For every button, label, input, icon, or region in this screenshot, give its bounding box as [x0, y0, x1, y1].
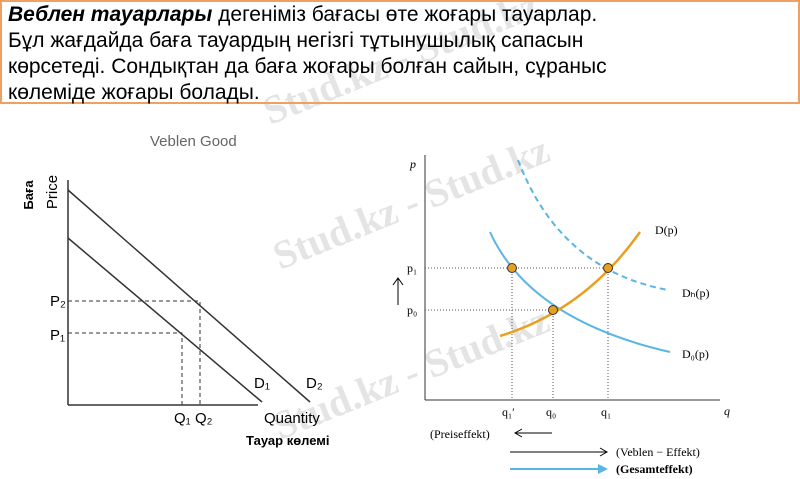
y-label: Баға	[21, 180, 36, 210]
legend-text: (Gesamteffekt)	[616, 462, 693, 476]
label: D₂	[306, 375, 323, 392]
curve-d	[499, 231, 642, 338]
text-line: Бұл жағдайда баға тауардың негізгі тұтын…	[8, 29, 584, 52]
guide-line	[425, 267, 609, 400]
text: дегеніміз бағасы өте жоғары тауарлар.	[218, 3, 598, 26]
y-label: p	[409, 157, 416, 171]
left-diagram: Veblen Good Баға Price P₂ P₁ Q₁ Q₂ D₁ D₂…	[21, 133, 330, 448]
guide-line	[68, 300, 201, 405]
label: p₀	[407, 303, 417, 317]
label: q₀	[546, 405, 556, 419]
arrow	[598, 464, 608, 474]
arrow	[513, 428, 552, 438]
label: q₁	[601, 405, 611, 419]
diagram-title: Veblen Good	[150, 133, 237, 150]
arrow	[510, 447, 609, 457]
point	[507, 263, 517, 273]
demand-line	[67, 237, 263, 403]
text-line: көлеміде жоғары болады.	[8, 81, 260, 104]
term: Веблен тауарлары	[8, 3, 213, 26]
text-line: көрсетеді. Сондықтан да баға жоғары болғ…	[8, 55, 607, 78]
curve-label: Dₕ(p)	[682, 286, 710, 300]
x-label: q	[724, 404, 730, 418]
demand-line	[67, 189, 311, 403]
right-diagram: p q p₁ p₀ q₁′ q₀ q₁ D(p) Dₕ(p) D₀(p) (Pr…	[392, 155, 730, 476]
text-line: Веблен тауарлары дегеніміз бағасы өте жо…	[8, 2, 798, 28]
label: Q₂	[195, 410, 213, 427]
label: q₁′	[502, 405, 515, 419]
label: D₁	[254, 375, 270, 392]
watermark: Stud.kz - Stud.kz	[267, 127, 556, 279]
y-label: Price	[44, 175, 61, 209]
curve-dh	[517, 159, 669, 291]
definition-box: Веблен тауарлары дегеніміз бағасы өте жо…	[0, 0, 800, 104]
legend-text: (Veblen − Effekt)	[616, 445, 700, 459]
point	[548, 305, 558, 315]
label: Q₁	[174, 410, 191, 427]
curve-label: D(p)	[655, 223, 678, 237]
label: P₂	[50, 293, 66, 310]
legend-text: (Preiseffekt)	[430, 427, 490, 441]
point	[603, 263, 613, 273]
x-label: Тауар көлемі	[246, 433, 330, 448]
x-label: Quantity	[264, 410, 320, 427]
arrow	[392, 277, 404, 305]
label: p₁	[407, 261, 417, 275]
curve-label: D₀(p)	[682, 347, 709, 361]
label: P₁	[50, 327, 65, 344]
